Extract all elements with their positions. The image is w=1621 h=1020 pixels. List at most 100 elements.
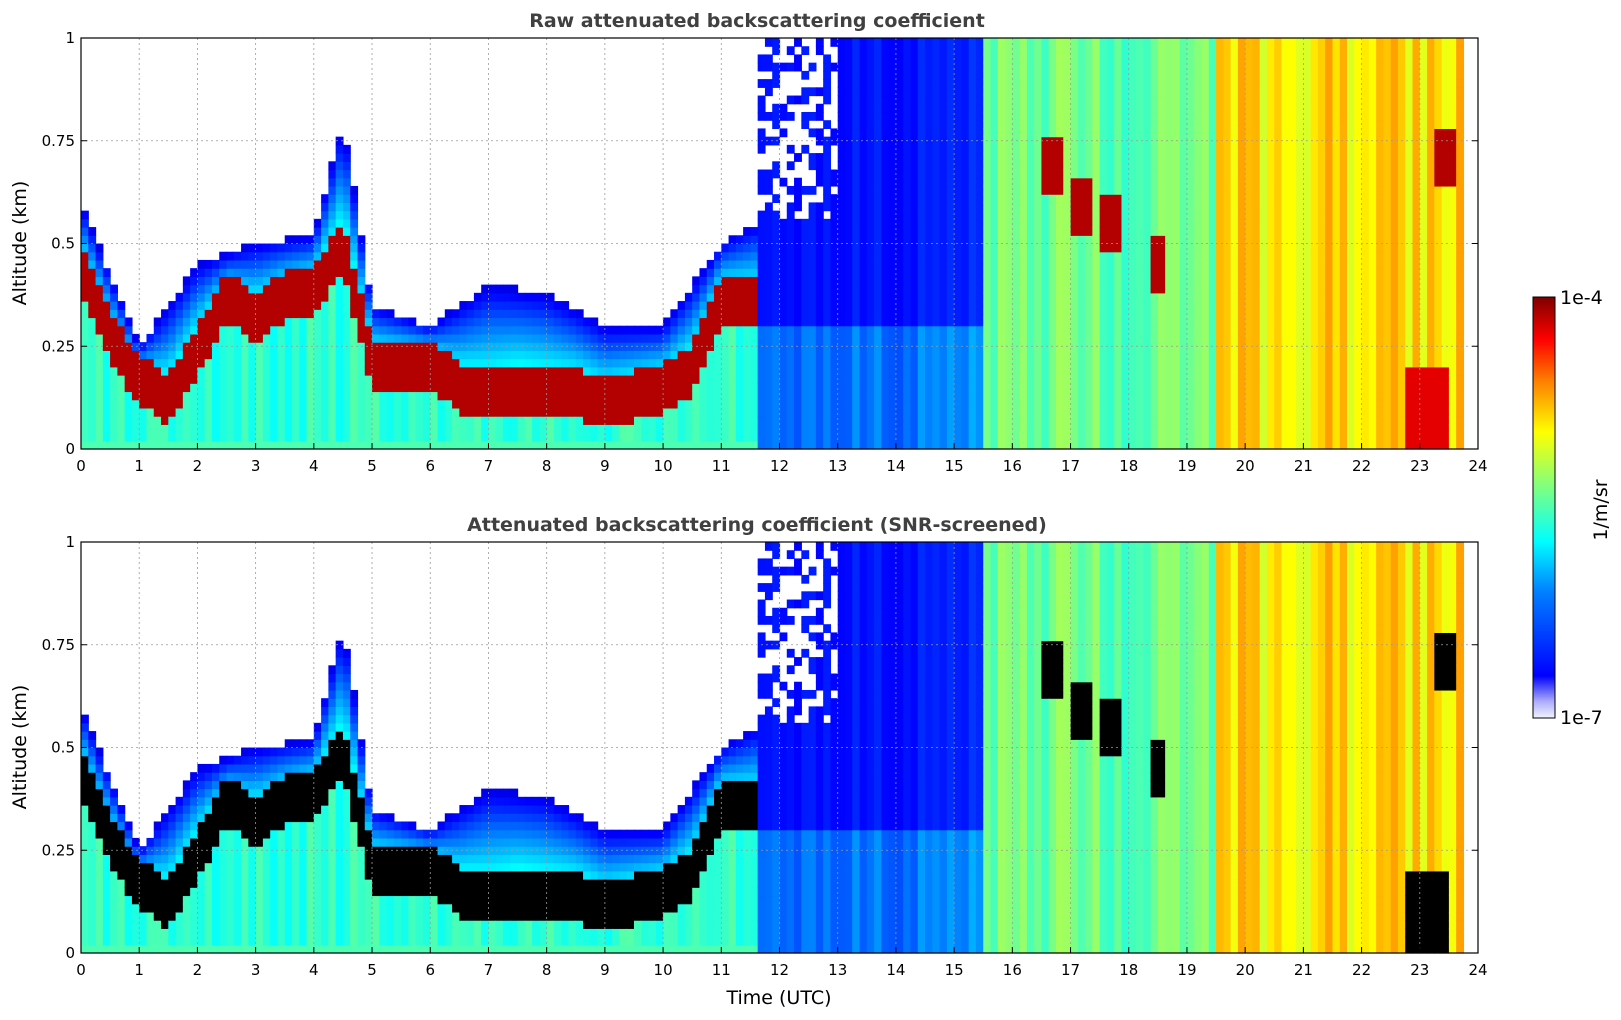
heatmap-cell (117, 309, 126, 319)
heatmap-cell (932, 391, 941, 401)
heatmap-cell (1143, 424, 1152, 434)
heatmap-cell (1186, 375, 1195, 384)
heatmap-cell (161, 325, 169, 335)
heatmap-cell (794, 243, 802, 253)
heatmap-cell (583, 325, 591, 335)
heatmap-cell (888, 416, 897, 425)
heatmap-cell (233, 407, 242, 417)
heatmap-cell (917, 375, 926, 384)
heatmap-cell (1114, 54, 1123, 64)
heatmap-cell (1026, 259, 1035, 269)
heatmap-cell (532, 350, 540, 360)
heatmap-cell (990, 120, 999, 130)
heatmap-cell (721, 391, 730, 401)
heatmap-cell (1194, 79, 1203, 88)
heatmap-cell (1157, 358, 1166, 368)
heatmap-cell (1194, 95, 1203, 105)
heatmap-cell (692, 333, 701, 343)
heatmap-cell (743, 383, 751, 393)
heatmap-cell (750, 301, 759, 310)
heatmap-cell (1034, 128, 1043, 138)
heatmap-cell (786, 350, 795, 360)
heatmap-cell (88, 407, 97, 417)
heatmap-cell (925, 136, 933, 146)
heatmap-cell (1092, 202, 1101, 212)
heatmap-cell (684, 301, 693, 310)
heatmap-cell (801, 325, 810, 335)
heatmap-cell (1186, 407, 1195, 417)
heatmap-cell (728, 292, 737, 302)
heatmap-cell (735, 432, 744, 442)
heatmap-cell (721, 432, 730, 442)
heatmap-cell (1201, 38, 1210, 47)
heatmap-cell (255, 251, 264, 261)
heatmap-cell (779, 292, 788, 302)
heatmap-cell (888, 276, 897, 286)
heatmap-cell (473, 292, 482, 302)
heatmap-cell (852, 383, 861, 393)
heatmap-cell (888, 301, 897, 310)
heatmap-cell (844, 95, 853, 105)
heatmap-cell (1041, 169, 1050, 179)
heatmap-cell (859, 276, 868, 286)
heatmap-cell (335, 383, 344, 393)
heatmap-cell (95, 440, 104, 450)
heatmap-cell (292, 416, 300, 425)
heatmap-cell (990, 259, 999, 269)
heatmap-cell (1128, 144, 1137, 154)
heatmap-cell (532, 317, 540, 327)
heatmap-cell (1048, 194, 1057, 203)
heatmap-cell (415, 358, 424, 368)
heatmap-cell (350, 440, 359, 450)
heatmap-cell (350, 325, 359, 335)
heatmap-cell (939, 407, 948, 417)
heatmap-cell (146, 350, 155, 360)
heatmap-cell (961, 358, 970, 368)
heatmap-cell (481, 301, 490, 310)
heatmap-cell (1165, 169, 1174, 179)
heatmap-cell (1179, 136, 1188, 146)
heatmap-cell (1114, 424, 1123, 434)
heatmap-cell (1114, 169, 1123, 179)
heatmap-cell (255, 284, 264, 294)
heatmap-cell (1114, 161, 1123, 171)
heatmap-cell (292, 259, 300, 269)
heatmap-cell (503, 383, 511, 393)
heatmap-cell (1005, 243, 1013, 253)
heatmap-cell (1179, 342, 1188, 351)
heatmap-cell (561, 383, 570, 393)
heatmap-cell (226, 333, 235, 343)
heatmap-cell (488, 333, 497, 343)
heatmap-cell (1201, 259, 1210, 269)
heatmap-cell (910, 120, 919, 130)
heatmap-cell (895, 218, 904, 228)
heatmap-cell (1005, 144, 1013, 154)
heatmap-cell (335, 144, 344, 154)
heatmap-cell (190, 284, 199, 294)
heatmap-cell (1099, 235, 1108, 245)
heatmap-cell (794, 317, 802, 327)
heatmap-cell (954, 46, 963, 56)
heatmap-cell (670, 416, 679, 425)
heatmap-cell (568, 407, 577, 417)
heatmap-cell (954, 153, 963, 162)
heatmap-cell (859, 333, 868, 343)
heatmap-cell (219, 268, 228, 277)
heatmap-cell (1106, 227, 1115, 236)
heatmap-cell (1150, 284, 1159, 294)
heatmap-cell (95, 399, 104, 409)
heatmap-cell (794, 416, 802, 425)
heatmap-cell (1063, 325, 1072, 335)
heatmap-cell (1055, 169, 1064, 179)
heatmap-cell (961, 416, 970, 425)
heatmap-cell (881, 79, 890, 88)
heatmap-cell (1143, 62, 1152, 72)
heatmap-cell (1077, 202, 1086, 212)
heatmap-cell (379, 317, 388, 327)
heatmap-cell (321, 301, 329, 310)
heatmap-cell (1179, 87, 1188, 97)
heatmap-cell (1150, 153, 1159, 162)
heatmap-cell (925, 342, 933, 351)
heatmap-cell (983, 325, 992, 335)
heatmap-cell (1194, 375, 1203, 384)
